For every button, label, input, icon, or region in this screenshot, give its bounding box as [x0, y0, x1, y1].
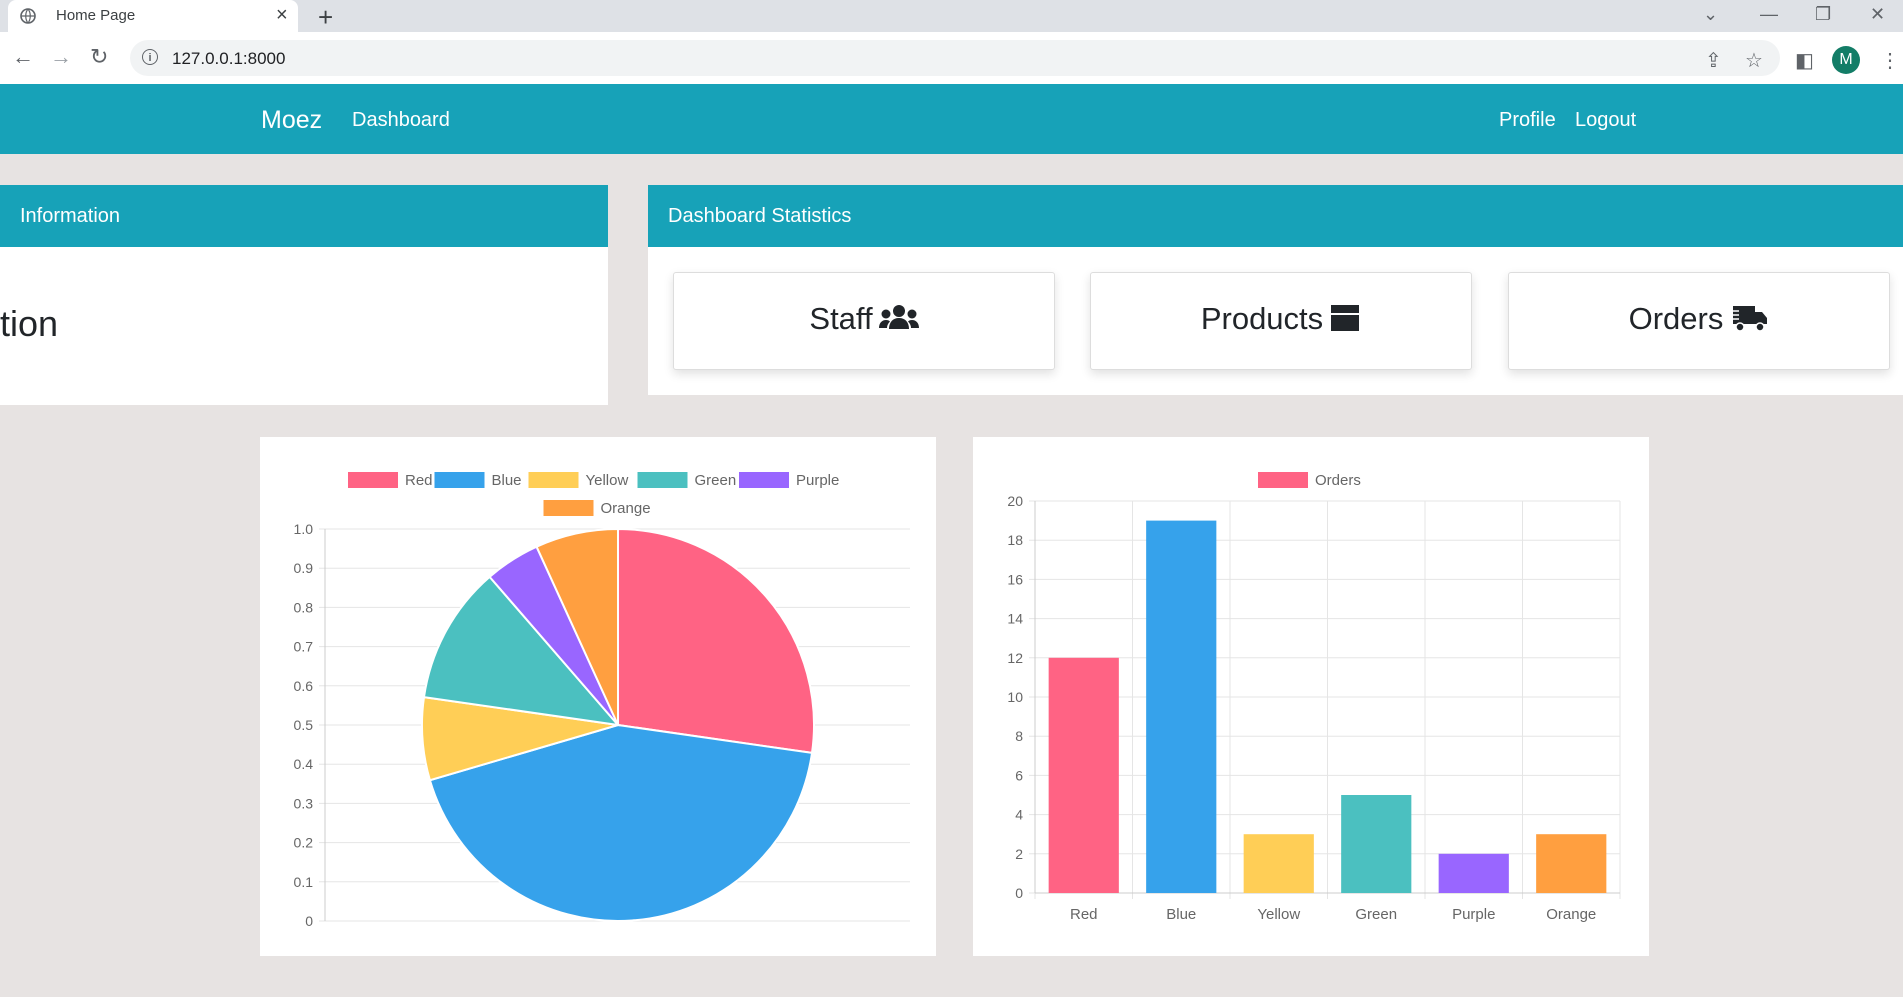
tab-search-icon[interactable]: ⌄: [1703, 4, 1719, 24]
y-tick-label: 0: [1015, 885, 1023, 901]
y-tick-label: 0.7: [294, 639, 314, 655]
legend-label-green: Green: [695, 472, 737, 489]
dashboard-statistics-header: Dashboard Statistics: [648, 185, 1903, 247]
bar-red: [1048, 657, 1119, 893]
nav-logout-link[interactable]: Logout: [1575, 109, 1637, 131]
staff-stat-card[interactable]: Staff: [673, 272, 1055, 370]
y-tick-label: 16: [1007, 571, 1023, 587]
information-body-text: ation: [0, 303, 59, 344]
legend-label-orders: Orders: [1315, 472, 1361, 489]
avatar[interactable]: M: [1832, 46, 1860, 74]
y-tick-label: 0: [305, 913, 313, 929]
globe-icon: [20, 8, 36, 24]
pie-slice-blue: [428, 723, 814, 922]
users-icon: [878, 305, 919, 329]
browser-tab-strip: Home Page × + ⌄ — ❐ ✕: [0, 0, 1903, 32]
reload-icon[interactable]: ↻: [90, 44, 109, 69]
products-stat-label: Products: [1200, 301, 1324, 336]
browser-toolbar: ← → ↻ i 127.0.0.1:8000 ⇪ ☆ ◧ ⋮: [0, 32, 1903, 84]
y-tick-label: 0.1: [294, 874, 314, 890]
legend-label-blue: Blue: [492, 472, 522, 489]
bar-purple: [1438, 853, 1509, 893]
y-tick-label: 18: [1007, 532, 1023, 548]
restore-icon[interactable]: ❐: [1815, 4, 1832, 24]
box-icon: [1331, 305, 1360, 331]
y-tick-label: 0.4: [294, 756, 314, 772]
bar-green: [1341, 795, 1412, 893]
share-icon[interactable]: ⇪: [1705, 50, 1722, 72]
y-tick-label: 6: [1015, 767, 1023, 783]
x-tick-label: Green: [1355, 906, 1397, 923]
y-tick-label: 0.3: [294, 795, 314, 811]
y-tick-label: 10: [1007, 689, 1023, 705]
y-tick-label: 0.8: [294, 599, 314, 615]
legend-swatch-purple: [739, 472, 789, 488]
y-tick-label: 4: [1015, 807, 1023, 823]
legend-swatch-red: [348, 472, 398, 488]
tab-title: Home Page: [56, 7, 136, 24]
legend-label-red: Red: [405, 472, 433, 489]
pie-chart: Red Blue Yellow Green Purple Orange 0 0.1 0.2 0.3…: [294, 472, 910, 929]
truck-icon: [1729, 306, 1768, 332]
y-tick-label: 2: [1015, 846, 1023, 862]
legend-label-yellow: Yellow: [586, 472, 629, 489]
products-stat-card[interactable]: Products: [1090, 272, 1472, 370]
information-card-title: Information: [20, 205, 121, 227]
bar-chart: Orders 0 2 4 6 8 10 12 14 16 18 20 Red Blue Yellow Gree…: [1007, 472, 1621, 923]
information-card: Information ation: [0, 185, 608, 405]
new-tab-icon[interactable]: +: [318, 2, 334, 32]
x-tick-label: Blue: [1166, 906, 1196, 923]
y-tick-label: 20: [1007, 493, 1023, 509]
bar-yellow: [1243, 834, 1314, 893]
nav-dashboard-link[interactable]: Dashboard: [352, 109, 450, 131]
legend-label-purple: Purple: [796, 472, 839, 489]
url-text: 127.0.0.1:8000: [172, 49, 286, 68]
legend-swatch-blue: [434, 472, 485, 488]
more-menu-icon[interactable]: ⋮: [1880, 50, 1900, 72]
pie-slice-green: [422, 575, 621, 727]
y-tick-label: 0.9: [294, 560, 314, 576]
x-tick-label: Orange: [1546, 906, 1596, 923]
bar-chart-card: Orders 0 2 4 6 8 10 12 14 16 18 20 Red Blue Yellow Gree…: [973, 437, 1649, 956]
pie-slice-red: [617, 527, 815, 755]
legend-swatch-green: [637, 472, 688, 488]
pie-slice-orange: [535, 527, 619, 726]
forward-icon[interactable]: →: [50, 44, 72, 69]
pie-chart-card: Red Blue Yellow Green Purple Orange 0 0.1 0.2 0.3…: [260, 437, 936, 956]
y-tick-label: 0.5: [294, 717, 314, 733]
y-tick-label: 0.2: [294, 835, 314, 851]
y-tick-label: 14: [1007, 611, 1023, 627]
y-tick-label: 0.6: [294, 678, 314, 694]
legend-swatch-orange: [543, 500, 594, 516]
y-tick-label: 8: [1015, 728, 1023, 744]
site-navbar: Moez Dashboard Profile Logout: [0, 84, 1903, 154]
legend-label-orange: Orange: [601, 500, 651, 517]
side-panel-icon[interactable]: ◧: [1795, 50, 1814, 72]
y-tick-label: 1.0: [294, 521, 314, 537]
back-icon[interactable]: ←: [12, 44, 34, 69]
bookmark-star-icon[interactable]: ☆: [1745, 50, 1763, 72]
nav-profile-link[interactable]: Profile: [1499, 109, 1556, 131]
y-tick-label: 12: [1007, 650, 1023, 666]
legend-swatch-yellow: [528, 472, 579, 488]
close-window-icon[interactable]: ✕: [1870, 4, 1886, 24]
legend-swatch-orders: [1258, 472, 1308, 488]
bar-blue: [1146, 520, 1217, 893]
x-tick-label: Yellow: [1257, 906, 1300, 923]
brand-logo[interactable]: Moez: [261, 106, 323, 134]
tab-close-icon[interactable]: ×: [276, 4, 288, 26]
staff-stat-label: Staff: [809, 301, 873, 336]
address-bar[interactable]: i 127.0.0.1:8000: [130, 40, 1780, 76]
orders-stat-card[interactable]: Orders: [1508, 272, 1890, 370]
bar-orange: [1536, 834, 1607, 893]
browser-tab[interactable]: Home Page ×: [8, 0, 298, 32]
minimize-icon[interactable]: —: [1760, 4, 1778, 24]
site-info-icon[interactable]: i: [142, 49, 158, 65]
orders-stat-label: Orders: [1628, 301, 1724, 336]
dashboard-statistics-title: Dashboard Statistics: [668, 205, 852, 227]
information-card-header: Information: [0, 185, 608, 247]
x-tick-label: Red: [1070, 906, 1098, 923]
x-tick-label: Purple: [1452, 906, 1495, 923]
